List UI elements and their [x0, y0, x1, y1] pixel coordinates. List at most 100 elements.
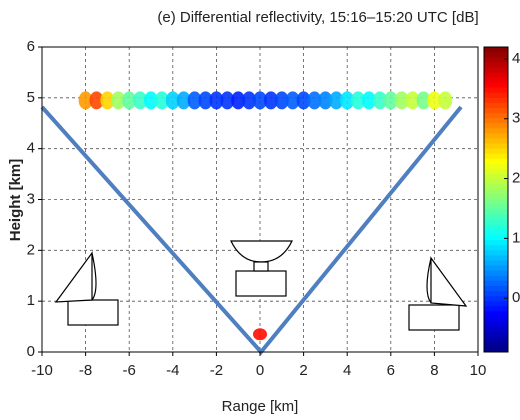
radar-dish — [54, 251, 97, 303]
colorbar-step — [484, 184, 508, 190]
colorbar-step — [484, 189, 508, 195]
colorbar-step — [484, 341, 508, 348]
x-tick-label: -4 — [166, 362, 179, 379]
x-tick-label: 0 — [256, 362, 264, 379]
colorbar-step — [484, 326, 508, 333]
colorbar-step — [484, 311, 508, 317]
colorbar-step — [484, 194, 508, 200]
colorbar-step — [484, 296, 508, 302]
data-point — [253, 91, 267, 110]
data-point — [154, 91, 169, 110]
data-point — [383, 91, 398, 110]
colorbar-step — [484, 102, 508, 109]
data-point — [133, 91, 148, 110]
radar-base — [408, 304, 460, 331]
colorbar-step — [484, 240, 508, 246]
colorbar-step — [484, 52, 508, 58]
data-point — [242, 91, 257, 110]
colorbar-step — [484, 260, 508, 267]
x-axis-label: Range [km] — [222, 398, 299, 415]
colorbar-step — [484, 138, 508, 145]
y-tick-label: 1 — [27, 292, 35, 309]
colorbar-step — [484, 77, 508, 84]
chart-title: (e) Differential reflectivity, 15:16–15:… — [157, 9, 478, 26]
colorbar-step — [484, 321, 508, 328]
data-point — [329, 91, 344, 110]
colorbar-step — [484, 92, 508, 99]
y-axis-label: Height [km] — [7, 159, 24, 242]
colorbar-step — [484, 245, 508, 251]
colorbar-step — [484, 47, 508, 53]
data-point — [394, 91, 409, 110]
colorbar-tick-label: 2 — [512, 170, 520, 187]
data-point — [307, 91, 322, 110]
colorbar-step — [484, 219, 508, 226]
colorbar-step — [484, 158, 508, 165]
data-point — [274, 91, 289, 110]
colorbar-step — [484, 346, 508, 353]
colorbar-step — [484, 306, 508, 312]
colorbar-step — [484, 57, 508, 63]
colorbar-step — [484, 235, 508, 241]
data-point — [198, 91, 213, 110]
data-point — [111, 91, 126, 110]
x-tick-label: -8 — [79, 362, 92, 379]
x-tick-label: -10 — [31, 362, 53, 379]
x-tick-label: 2 — [299, 362, 307, 379]
data-point — [405, 91, 420, 110]
colorbar-step — [484, 82, 508, 89]
data-point — [122, 91, 137, 110]
colorbar-step — [484, 291, 508, 297]
colorbar-step — [484, 255, 508, 261]
colorbar-tick-label: 1 — [512, 229, 520, 246]
radar-base — [235, 270, 287, 297]
radar-dish — [426, 256, 468, 307]
colorbar-tick-label: 0 — [512, 289, 520, 306]
data-point — [220, 91, 235, 110]
data-point — [296, 91, 311, 110]
colorbar-tick-label: 4 — [512, 50, 520, 67]
colorbar-step — [484, 174, 508, 180]
y-tick-label: 6 — [27, 38, 35, 55]
colorbar-step — [484, 275, 508, 282]
x-tick-label: 10 — [470, 362, 487, 379]
data-point — [285, 91, 300, 110]
colorbar-frame — [483, 46, 509, 353]
data-point — [263, 91, 278, 110]
colorbar-step — [484, 250, 508, 256]
colorbar-step — [484, 214, 508, 221]
colorbar-step — [484, 72, 508, 78]
colorbar-step — [484, 97, 508, 104]
colorbar-step — [484, 67, 508, 73]
data-point — [231, 91, 246, 110]
data-point — [100, 91, 115, 110]
data-point — [372, 91, 387, 110]
colorbar-step — [484, 62, 508, 68]
colorbar-step — [484, 285, 508, 292]
radar-mount — [253, 261, 269, 272]
data-point — [416, 91, 431, 110]
y-tick-label: 0 — [27, 343, 35, 360]
colorbar-step — [484, 118, 508, 124]
x-tick-label: -2 — [210, 362, 223, 379]
colorbar-step — [484, 108, 508, 114]
colorbar-tick-label: 3 — [512, 110, 520, 127]
colorbar-step — [484, 148, 508, 155]
data-point — [253, 328, 267, 341]
colorbar-step — [484, 143, 508, 150]
colorbar-step — [484, 179, 508, 185]
colorbar-step — [484, 270, 508, 277]
data-point — [144, 91, 158, 110]
colorbar-step — [484, 316, 508, 322]
radar-base — [67, 299, 119, 326]
data-point — [351, 91, 366, 110]
radar-icons — [54, 240, 468, 331]
y-tick-label: 2 — [27, 241, 35, 258]
data-point — [362, 91, 376, 110]
colorbar-step — [484, 123, 508, 129]
colorbar-step — [484, 336, 508, 343]
colorbar-step — [484, 153, 508, 160]
x-tick-label: -6 — [123, 362, 136, 379]
x-tick-label: 6 — [387, 362, 395, 379]
colorbar-step — [484, 204, 508, 211]
